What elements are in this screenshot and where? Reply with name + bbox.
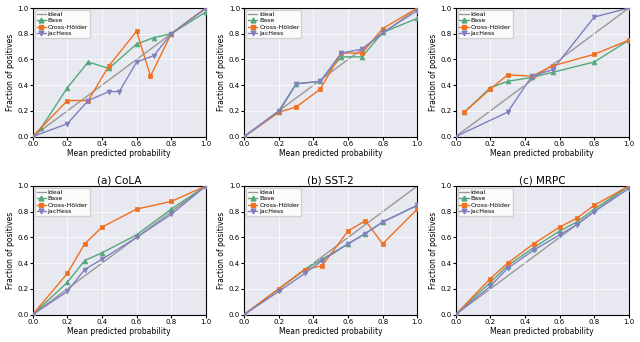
- Legend: Ideal, Base, Cross-Hölder, JacHess: Ideal, Base, Cross-Hölder, JacHess: [458, 188, 513, 216]
- Y-axis label: Fraction of positives: Fraction of positives: [217, 34, 226, 111]
- Text: (a) CoLA: (a) CoLA: [97, 175, 141, 185]
- Y-axis label: Fraction of positives: Fraction of positives: [6, 212, 15, 289]
- X-axis label: Mean predicted probability: Mean predicted probability: [67, 149, 171, 158]
- Text: (b) SST-2: (b) SST-2: [307, 175, 354, 185]
- Y-axis label: Fraction of positives: Fraction of positives: [429, 212, 438, 289]
- Legend: Ideal, Base, Cross-Hölder, JacHess: Ideal, Base, Cross-Hölder, JacHess: [35, 10, 90, 38]
- X-axis label: Mean predicted probability: Mean predicted probability: [490, 149, 594, 158]
- Text: (c) MRPC: (c) MRPC: [519, 175, 566, 185]
- X-axis label: Mean predicted probability: Mean predicted probability: [279, 149, 383, 158]
- Y-axis label: Fraction of positives: Fraction of positives: [6, 34, 15, 111]
- X-axis label: Mean predicted probability: Mean predicted probability: [490, 327, 594, 337]
- Y-axis label: Fraction of positives: Fraction of positives: [429, 34, 438, 111]
- Legend: Ideal, Base, Cross-Hölder, JacHess: Ideal, Base, Cross-Hölder, JacHess: [35, 188, 90, 216]
- X-axis label: Mean predicted probability: Mean predicted probability: [279, 327, 383, 337]
- Legend: Ideal, Base, Cross-Hölder, JacHess: Ideal, Base, Cross-Hölder, JacHess: [458, 10, 513, 38]
- X-axis label: Mean predicted probability: Mean predicted probability: [67, 327, 171, 337]
- Legend: Ideal, Base, Cross-Hölder, JacHess: Ideal, Base, Cross-Hölder, JacHess: [246, 10, 301, 38]
- Y-axis label: Fraction of positives: Fraction of positives: [217, 212, 226, 289]
- Legend: Ideal, Base, Cross-Hölder, JacHess: Ideal, Base, Cross-Hölder, JacHess: [246, 188, 301, 216]
